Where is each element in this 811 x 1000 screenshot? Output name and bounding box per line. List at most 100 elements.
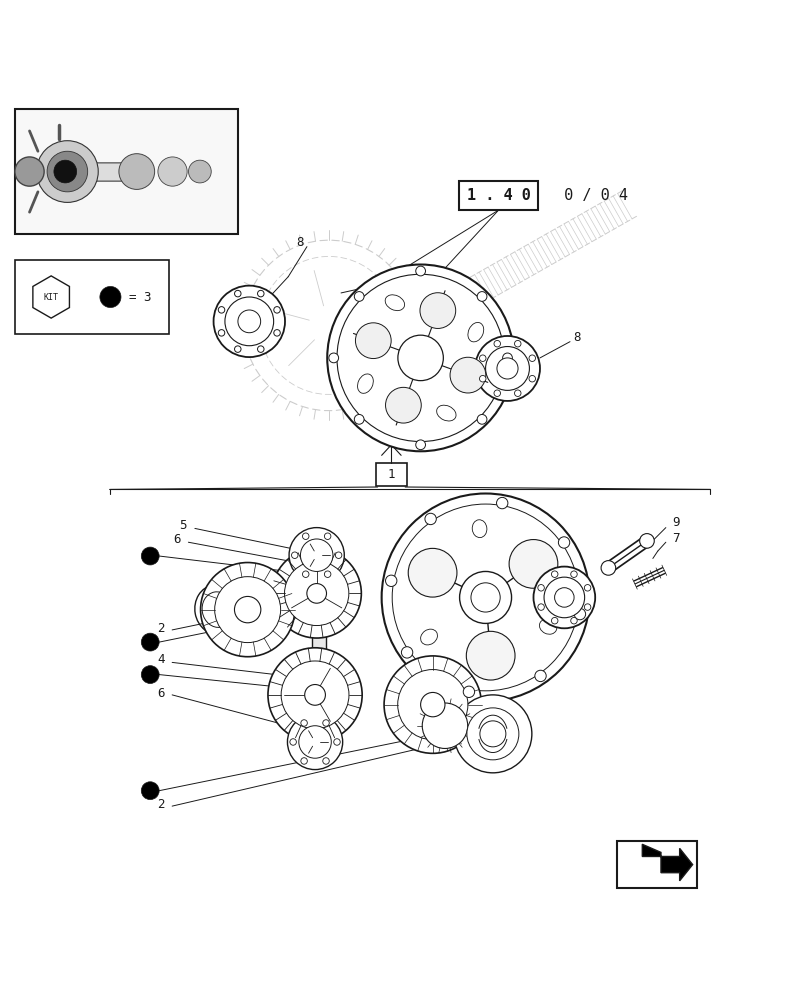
Circle shape [514,340,521,347]
Circle shape [300,758,307,764]
Text: 1 . 4 0: 1 . 4 0 [466,188,530,203]
Circle shape [337,274,504,442]
Circle shape [290,739,296,745]
Bar [21,162,136,181]
Bar [15,260,169,334]
Bar [15,109,238,234]
Circle shape [302,533,308,539]
Text: 7: 7 [671,532,679,545]
Circle shape [324,533,331,539]
Circle shape [257,290,264,297]
Circle shape [496,497,507,509]
Circle shape [324,571,331,577]
Text: 5: 5 [178,519,187,532]
Circle shape [200,563,294,657]
Circle shape [485,347,529,390]
Text: 2: 2 [157,622,165,635]
Circle shape [273,307,280,313]
Circle shape [300,539,333,571]
Circle shape [584,604,590,610]
Polygon shape [32,276,70,318]
Circle shape [302,571,308,577]
Circle shape [551,571,557,577]
Circle shape [537,604,543,610]
Circle shape [287,714,342,770]
Circle shape [384,656,481,753]
Circle shape [100,286,121,308]
Circle shape [392,504,578,691]
Circle shape [408,548,457,597]
Circle shape [284,561,349,626]
Text: KIT: KIT [44,293,58,302]
Circle shape [570,617,577,624]
Circle shape [141,782,159,800]
Circle shape [470,583,500,612]
Circle shape [307,584,326,603]
Circle shape [328,353,338,363]
Text: 6: 6 [173,533,181,546]
Circle shape [479,375,486,382]
Circle shape [401,647,412,658]
Circle shape [463,686,474,697]
Circle shape [268,648,362,742]
Circle shape [381,494,589,701]
Circle shape [322,720,329,726]
Circle shape [300,720,307,726]
Circle shape [54,160,76,183]
Text: 8: 8 [296,236,304,249]
Circle shape [533,567,594,628]
Text: 8: 8 [572,331,580,344]
Text: 9: 9 [671,516,679,529]
Circle shape [141,666,159,684]
Circle shape [234,346,241,352]
Circle shape [554,588,573,607]
Circle shape [477,292,487,301]
Circle shape [449,357,485,393]
Circle shape [600,561,615,575]
Circle shape [218,307,225,313]
Circle shape [385,387,421,423]
Circle shape [322,758,329,764]
Circle shape [354,414,363,424]
Bar [311,537,326,711]
Text: 6: 6 [157,687,165,700]
Circle shape [466,708,518,760]
Text: 4: 4 [157,653,165,666]
Circle shape [291,552,298,558]
Circle shape [466,631,514,680]
Circle shape [141,547,159,565]
Circle shape [459,571,511,623]
Circle shape [453,695,531,773]
Circle shape [281,661,349,729]
Circle shape [385,575,397,586]
Circle shape [479,355,486,361]
Circle shape [47,151,88,192]
Circle shape [327,265,513,451]
Circle shape [420,692,444,717]
Circle shape [584,585,590,591]
Circle shape [298,726,331,758]
Circle shape [257,346,264,352]
Circle shape [234,290,241,297]
Circle shape [528,375,534,382]
Circle shape [493,390,500,396]
Circle shape [218,330,225,336]
Text: = 3: = 3 [129,291,152,304]
Circle shape [238,310,260,333]
Circle shape [415,440,425,450]
Text: 0 / 0 4: 0 / 0 4 [554,188,627,203]
Circle shape [639,534,654,548]
Circle shape [570,571,577,577]
Circle shape [537,585,543,591]
Circle shape [422,703,467,748]
Ellipse shape [195,585,240,635]
Circle shape [15,157,44,186]
Circle shape [335,552,341,558]
Circle shape [496,358,517,379]
Bar [375,463,406,486]
Circle shape [558,537,569,548]
Circle shape [514,390,521,396]
Circle shape [479,721,505,747]
Circle shape [528,355,534,361]
Circle shape [573,608,585,620]
